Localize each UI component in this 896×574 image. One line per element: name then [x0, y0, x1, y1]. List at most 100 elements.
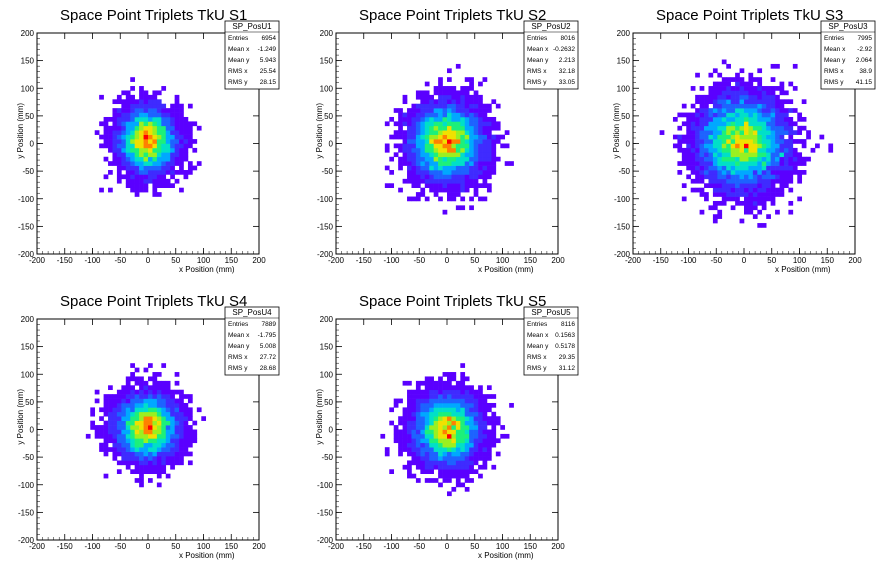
histogram-cell — [491, 121, 497, 127]
histogram-cell — [735, 81, 740, 87]
histogram-cell — [139, 385, 144, 391]
histogram-cell — [134, 139, 140, 144]
histogram-cell — [165, 447, 171, 452]
histogram-cell — [478, 147, 483, 153]
histogram-cell — [415, 420, 421, 426]
histogram-cell — [447, 372, 452, 377]
histogram-cell — [170, 420, 175, 426]
histogram-cell — [415, 125, 421, 131]
histogram-cell — [424, 420, 430, 426]
histogram-cell — [801, 99, 807, 105]
histogram-cell — [806, 134, 811, 140]
histogram-cell — [783, 161, 789, 166]
histogram-cell — [770, 152, 776, 158]
histogram-cell — [473, 143, 479, 149]
histogram-cell — [460, 170, 466, 175]
histogram-cell — [469, 77, 474, 82]
histogram-cell — [156, 469, 162, 474]
histogram-cell — [139, 469, 144, 474]
histogram-cell — [469, 112, 474, 118]
histogram-cell — [165, 425, 171, 430]
histogram-cell — [766, 116, 771, 122]
histogram-cell — [779, 161, 785, 166]
histogram-cell — [469, 116, 474, 122]
histogram-cell — [469, 402, 474, 408]
histogram-cell — [486, 139, 492, 144]
histogram-cell — [174, 425, 180, 430]
histogram-cell — [730, 178, 736, 184]
histogram-cell — [165, 438, 171, 444]
histogram-cell — [108, 116, 113, 122]
histogram-cell — [744, 94, 749, 100]
histogram-cell — [183, 121, 189, 127]
histogram-cell — [139, 156, 144, 162]
y-tick-label: -150 — [18, 222, 35, 231]
histogram-cell — [726, 94, 731, 100]
histogram-cell — [429, 460, 434, 466]
histogram-cell — [451, 464, 457, 470]
histogram-cell — [130, 447, 135, 452]
histogram-cell — [433, 178, 439, 184]
histogram-cell — [116, 116, 122, 122]
histogram-cell — [420, 411, 426, 417]
histogram-cell — [108, 425, 113, 430]
histogram-cell — [103, 116, 109, 122]
histogram-cell — [415, 456, 421, 461]
histogram-cell — [183, 143, 189, 149]
y-tick-label: 100 — [617, 84, 631, 93]
histogram-cell — [486, 174, 492, 180]
histogram-cell — [460, 385, 466, 391]
histogram-cell — [161, 178, 167, 184]
histogram-cell — [179, 108, 184, 113]
chart-panel-5: Space Point Triplets TkU S5-200 -150 -100-… — [315, 293, 579, 560]
histogram-cell — [402, 156, 408, 162]
histogram-cell — [491, 416, 497, 421]
stats-row-value: 6954 — [262, 35, 277, 42]
histogram-cell — [174, 130, 180, 135]
histogram-cell — [455, 165, 461, 171]
histogram-cell — [473, 447, 479, 452]
histogram-cell — [143, 187, 149, 193]
stats-row-value: -2.92 — [857, 46, 872, 53]
histogram-cell — [139, 187, 144, 193]
histogram-cell — [99, 187, 104, 193]
histogram-cell — [170, 438, 175, 444]
histogram-cell — [116, 407, 122, 413]
histogram-cell — [161, 363, 167, 368]
histogram-cell — [721, 112, 727, 118]
histogram-cell — [438, 385, 443, 391]
histogram-cell — [389, 116, 395, 122]
histogram-cell — [108, 147, 113, 153]
histogram-cell — [420, 389, 426, 395]
histogram-cell — [761, 152, 767, 158]
histogram-cell — [438, 183, 443, 188]
histogram-cell — [735, 112, 740, 118]
histogram-cell — [407, 196, 412, 202]
histogram-cell — [686, 139, 692, 144]
histogram-cell — [192, 139, 198, 144]
histogram-cell — [161, 429, 167, 435]
histogram-cell — [739, 156, 745, 162]
histogram-cell — [717, 214, 723, 219]
histogram-cell — [179, 389, 184, 395]
histogram-cell — [721, 77, 727, 82]
histogram-cell — [156, 143, 162, 149]
histogram-cell — [438, 86, 443, 91]
histogram-cell — [407, 473, 412, 479]
histogram-cell — [721, 116, 727, 122]
histogram-cell — [420, 139, 426, 144]
histogram-cell — [792, 63, 798, 69]
histogram-cell — [704, 170, 709, 175]
histogram-cell — [438, 376, 443, 382]
histogram-cell — [730, 112, 736, 118]
histogram-cell — [686, 134, 692, 140]
histogram-cell — [460, 416, 466, 421]
histogram-cell — [739, 183, 745, 188]
histogram-cell — [424, 165, 430, 171]
histogram-cell — [103, 156, 109, 162]
histogram-cell — [744, 196, 749, 202]
histogram-cell — [130, 456, 135, 461]
histogram-cell — [721, 156, 727, 162]
histogram-cell — [455, 108, 461, 113]
